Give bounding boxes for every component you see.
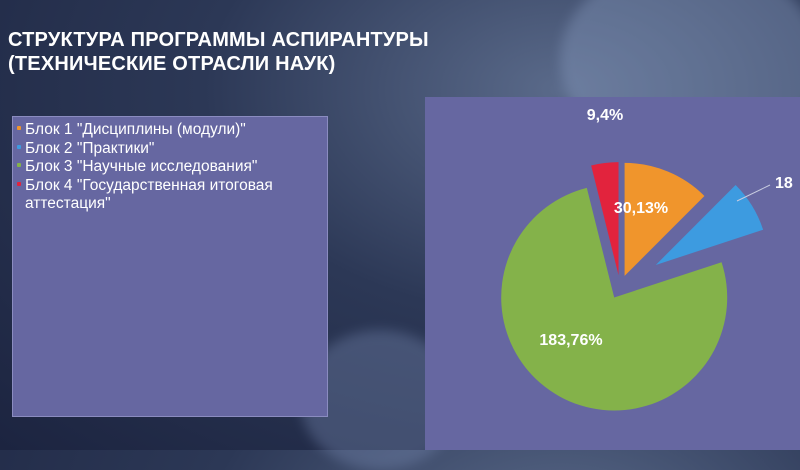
legend-item-block-1: Блок 1 "Дисциплины (модули)" — [17, 121, 327, 140]
legend-list: Блок 1 "Дисциплины (модули)" Блок 2 "Пра… — [13, 117, 327, 214]
slice-label-block-1: 30,13% — [614, 200, 668, 217]
legend-marker-orange — [17, 126, 21, 130]
pie-chart-panel: 9,4% 30,13% 18 183,76% — [425, 97, 800, 450]
slice-label-block-4: 9,4% — [587, 107, 623, 124]
chart-legend: Блок 1 "Дисциплины (модули)" Блок 2 "Пра… — [12, 116, 328, 417]
pie-chart: 9,4% 30,13% 18 183,76% — [501, 107, 793, 411]
slide-title: СТРУКТУРА ПРОГРАММЫ АСПИРАНТУРЫ (ТЕХНИЧЕ… — [8, 28, 429, 76]
slide-title-line-2: (ТЕХНИЧЕСКИЕ ОТРАСЛИ НАУК) — [8, 53, 336, 75]
pie-slice-block-2 — [655, 185, 764, 265]
legend-marker-blue — [17, 144, 21, 149]
legend-label: Блок 2 "Практики" — [25, 139, 155, 157]
legend-label: Блок 1 "Дисциплины (модули)" — [25, 121, 246, 138]
legend-item-block-3: Блок 3 "Научные исследования" — [17, 158, 327, 177]
legend-marker-red — [17, 181, 21, 186]
legend-marker-green — [17, 163, 21, 167]
legend-item-block-2: Блок 2 "Практики" — [17, 140, 327, 159]
pie-slice-block-4 — [591, 162, 619, 276]
slice-label-block-2: 18 — [775, 175, 793, 192]
legend-label: Блок 4 "Государственная итоговая аттеста… — [25, 176, 273, 213]
leader-line — [736, 184, 771, 202]
slice-label-block-3: 183,76% — [539, 332, 602, 349]
pie-slice-block-3 — [501, 187, 728, 411]
pie-slice-block-1 — [624, 162, 705, 276]
slide-title-line-1: СТРУКТУРА ПРОГРАММЫ АСПИРАНТУРЫ — [8, 29, 429, 51]
legend-item-block-4: Блок 4 "Государственная итоговая аттеста… — [17, 177, 327, 214]
legend-label: Блок 3 "Научные исследования" — [25, 158, 258, 175]
